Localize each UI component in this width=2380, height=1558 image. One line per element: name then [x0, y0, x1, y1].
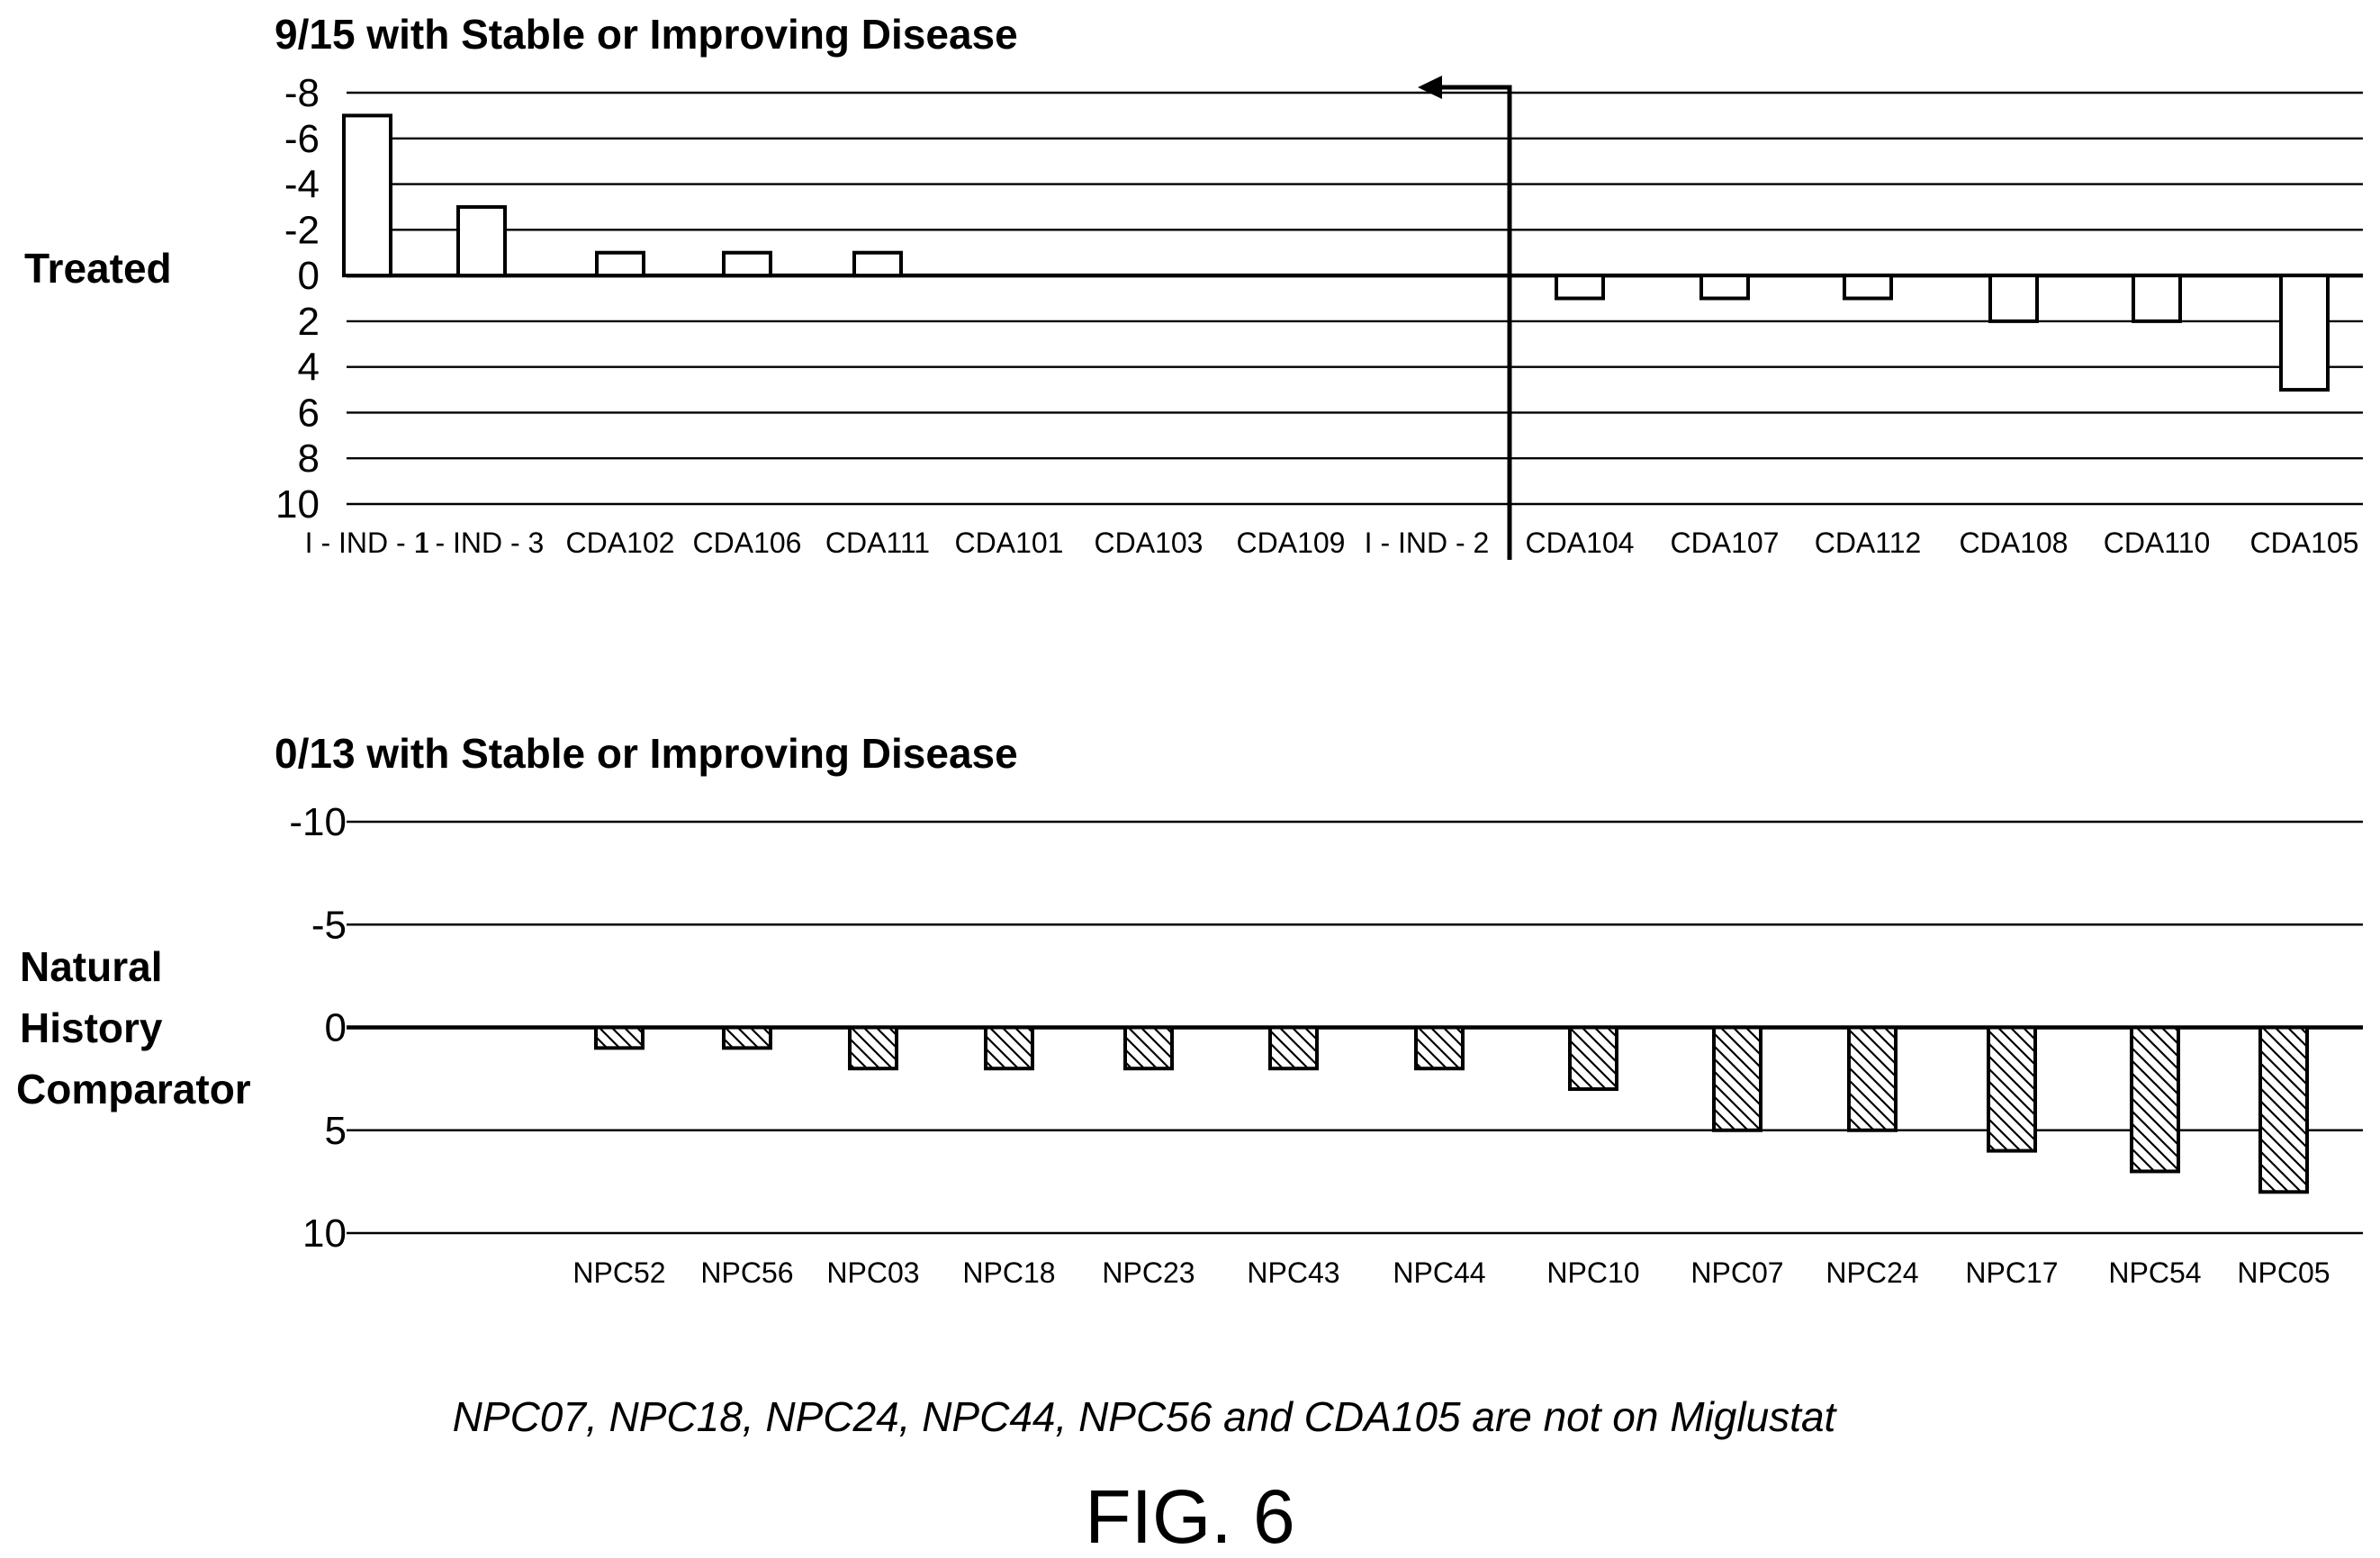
treated-divider-arrow [1418, 76, 1512, 560]
category-label: NPC52 [572, 1256, 665, 1289]
bar [1987, 1025, 2037, 1153]
category-label: NPC43 [1247, 1256, 1339, 1289]
bar [848, 1025, 898, 1071]
y-tick-label: 0 [298, 254, 320, 298]
y-tick-label: -4 [284, 163, 320, 207]
natural-history-gridlines [347, 820, 2363, 1235]
y-tick-label: 4 [298, 346, 320, 390]
y-tick-label: 6 [298, 391, 320, 435]
bar [342, 113, 392, 278]
y-tick-label: 5 [325, 1109, 347, 1153]
bar [722, 250, 772, 278]
natural-history-categories: NPC52 NPC56 NPC03 NPC18 NPC23 NPC43 NPC44 NPC10… [572, 1256, 2330, 1289]
category-label: NPC56 [700, 1256, 793, 1289]
footnote: NPC07, NPC18, NPC24, NPC44, NPC56 and CD… [453, 1393, 1838, 1440]
bar [1555, 274, 1605, 301]
bar [1712, 1025, 1762, 1132]
bar [1268, 1025, 1319, 1071]
category-label: NPC44 [1393, 1256, 1485, 1289]
y-tick-label: -6 [284, 117, 320, 161]
treated-bars [342, 113, 2330, 392]
divider-line [1436, 85, 1512, 560]
bar [595, 250, 645, 278]
treated-categories: I - IND - 1I - IND - 3 CDA102 CDA106 CDA111… [305, 527, 2359, 559]
category-label: CDA112 [1815, 527, 1922, 559]
category-label: NPC07 [1690, 1256, 1783, 1289]
figure-label: FIG. 6 [1085, 1474, 1294, 1558]
bar [1843, 274, 1893, 301]
bar [722, 1025, 772, 1050]
category-label: NPC17 [1965, 1256, 2058, 1289]
category-label: CDA106 [693, 527, 802, 559]
bar [1568, 1025, 1618, 1092]
category-label: NPC05 [2237, 1256, 2330, 1289]
treated-chart-title: 9/15 with Stable or Improving Disease [275, 11, 1018, 58]
bar [2258, 1025, 2309, 1194]
bar [852, 250, 903, 278]
bar [984, 1025, 1034, 1071]
side-label-line: History [20, 1004, 163, 1051]
natural-history-side-label: Natural History Comparator [16, 943, 251, 1112]
y-tick-label: -8 [284, 71, 320, 115]
category-label: CDA111 [825, 527, 930, 559]
category-label: NPC23 [1102, 1256, 1195, 1289]
bar [1123, 1025, 1174, 1071]
y-tick-label: -5 [311, 903, 347, 947]
side-label-line: Comparator [16, 1066, 251, 1112]
category-label: NPC54 [2108, 1256, 2201, 1289]
category-label: CDA102 [566, 527, 675, 559]
category-label: NPC18 [962, 1256, 1055, 1289]
bar [456, 204, 507, 278]
category-label: NPC10 [1546, 1256, 1639, 1289]
category-label: CDA104 [1526, 527, 1635, 559]
category-label: CDA110 [2104, 527, 2211, 559]
bar [2132, 274, 2182, 323]
y-tick-label: 8 [298, 437, 320, 481]
natural-history-y-ticks: -10 -5 0 5 10 [289, 800, 347, 1256]
y-tick-label: -2 [284, 208, 320, 252]
treated-gridlines [347, 91, 2363, 506]
bar [1699, 274, 1750, 301]
bar [2279, 274, 2330, 392]
y-tick-label: 10 [302, 1211, 347, 1256]
natural-history-bars [594, 1025, 2309, 1194]
bar [1847, 1025, 1898, 1132]
category-label: CDA109 [1237, 527, 1346, 559]
bar [2130, 1025, 2180, 1174]
bar [1988, 274, 2039, 323]
category-label: CDA108 [1960, 527, 2069, 559]
treated-side-label: Treated [24, 245, 172, 292]
category-label: NPC03 [826, 1256, 919, 1289]
category-label: CDA101 [955, 527, 1064, 559]
category-label: NPC24 [1826, 1256, 1918, 1289]
category-label: CDA107 [1671, 527, 1780, 559]
bar [1414, 1025, 1465, 1071]
category-label: CDA103 [1095, 527, 1204, 559]
arrow-head [1418, 76, 1442, 99]
bar [594, 1025, 645, 1050]
category-label: I - IND - 1 [305, 527, 430, 559]
category-label: CDA105 [2250, 527, 2359, 559]
y-tick-label: 2 [298, 300, 320, 344]
category-label: I - IND - 3 [419, 527, 545, 559]
treated-chart: 9/15 with Stable or Improving Disease Tr… [24, 11, 2363, 560]
side-label-line: Natural [20, 943, 162, 990]
y-tick-label: -10 [289, 800, 347, 844]
category-label: I - IND - 2 [1365, 527, 1490, 559]
natural-history-chart: 0/13 with Stable or Improving Disease Na… [16, 730, 2363, 1289]
y-tick-label: 10 [275, 482, 320, 527]
natural-history-chart-title: 0/13 with Stable or Improving Disease [275, 730, 1018, 777]
y-tick-label: 0 [325, 1006, 347, 1050]
